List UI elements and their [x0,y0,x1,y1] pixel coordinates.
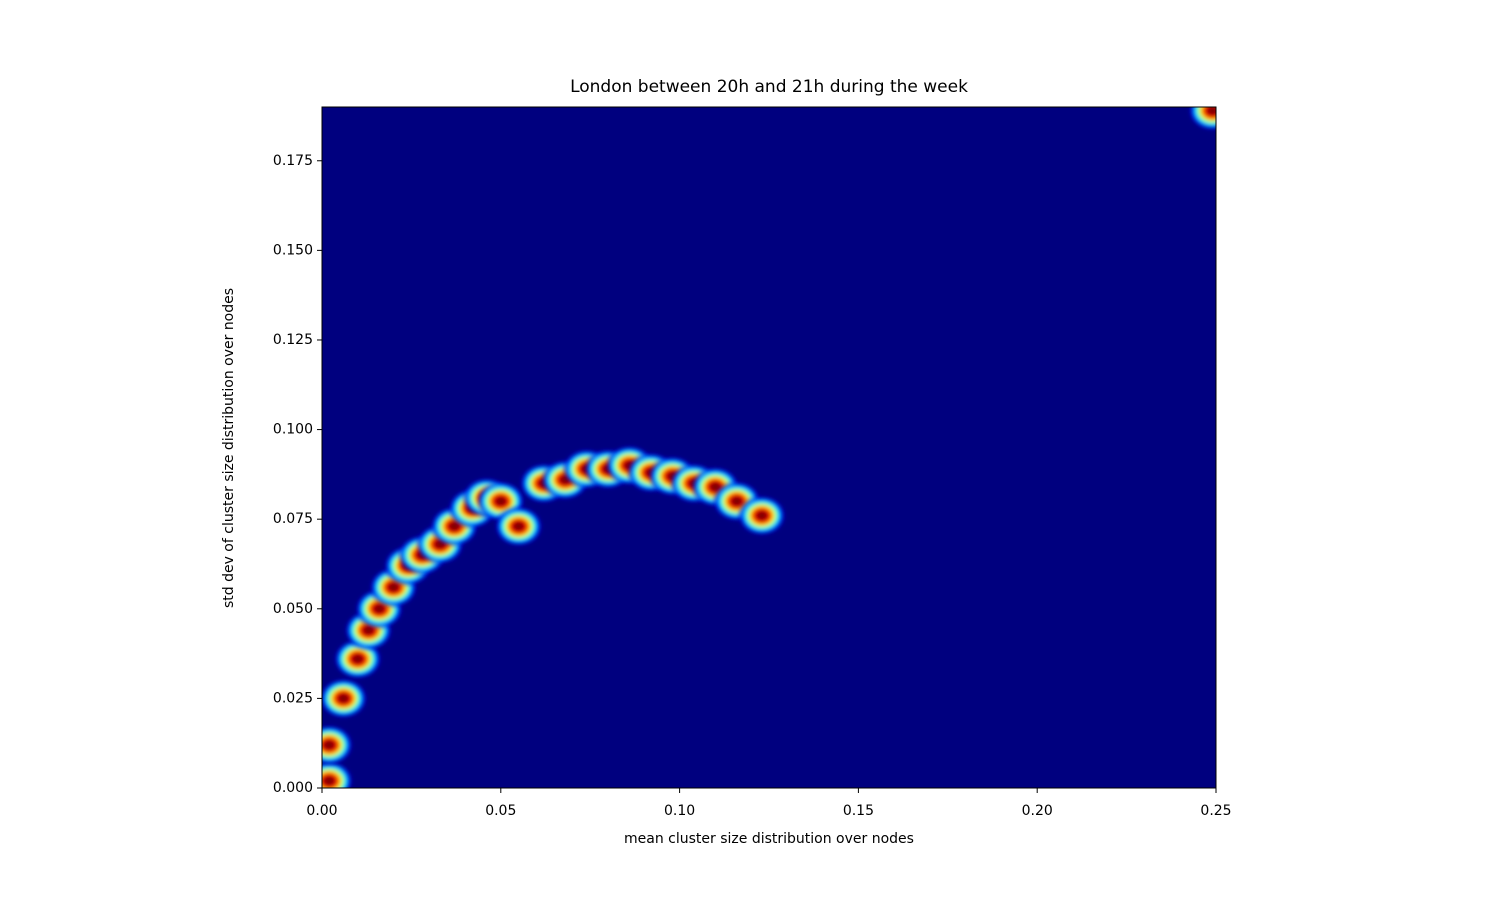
x-tick-label: 0.05 [485,803,516,819]
y-tick-label: 0.075 [273,511,313,527]
x-axis-label: mean cluster size distribution over node… [624,831,914,847]
chart-title: London between 20h and 21h during the we… [570,77,968,97]
density-blob [737,495,786,536]
plot-frame [321,106,1217,789]
x-tick-label: 0.10 [664,803,695,819]
y-axis-label: std dev of cluster size distribution ove… [221,288,237,608]
y-tick-label: 0.150 [273,242,313,258]
plot-background [322,107,1216,788]
y-tick-label: 0.025 [273,690,313,706]
y-tick-label: 0.175 [273,153,313,169]
x-tick-label: 0.20 [1022,803,1053,819]
x-tick-label: 0.00 [306,803,337,819]
density-blob [494,506,543,547]
y-tick-label: 0.000 [273,780,313,796]
density-blob [1188,107,1216,131]
density-blob [322,760,354,788]
x-tick-label: 0.25 [1200,803,1231,819]
density-layer [322,107,1216,788]
y-tick-label: 0.050 [273,601,313,617]
y-tick-label: 0.100 [273,422,313,438]
y-tick-label: 0.125 [273,332,313,348]
density-blob [322,724,354,765]
x-tick-label: 0.15 [843,803,874,819]
density-blob [322,678,368,719]
